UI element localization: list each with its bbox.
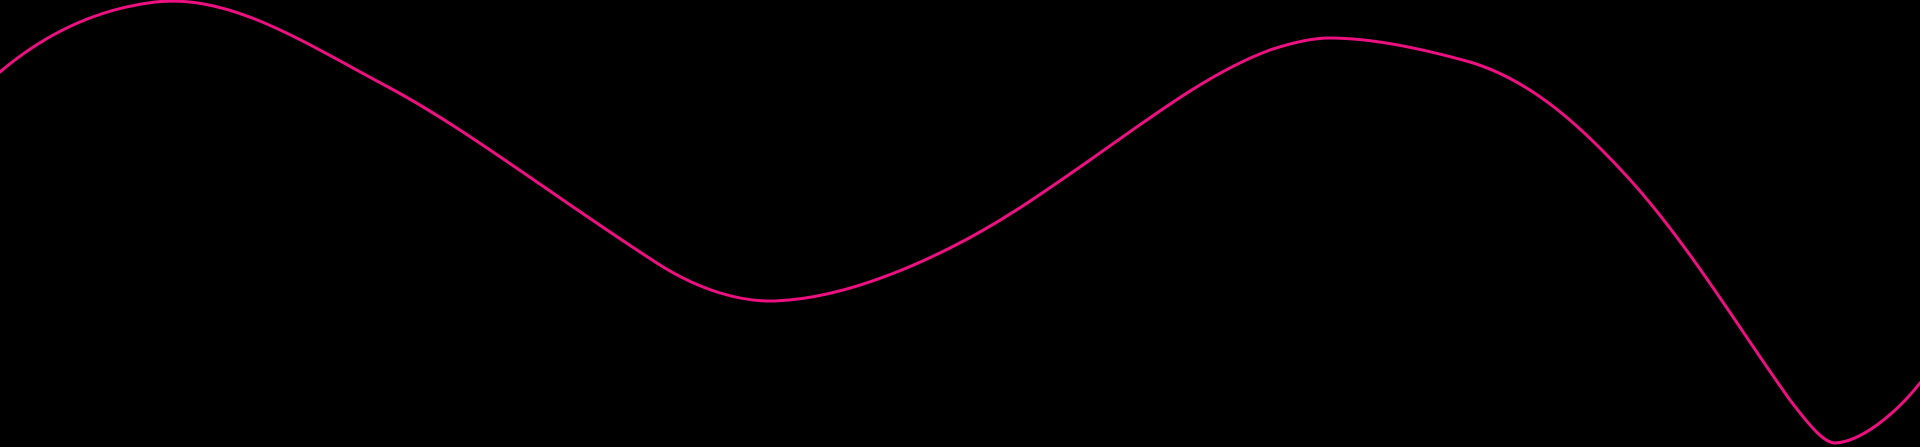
chart-background <box>0 0 1920 447</box>
wave-series-line <box>0 0 1920 445</box>
wave-chart-svg <box>0 0 1920 447</box>
wave-chart-canvas <box>0 0 1920 447</box>
